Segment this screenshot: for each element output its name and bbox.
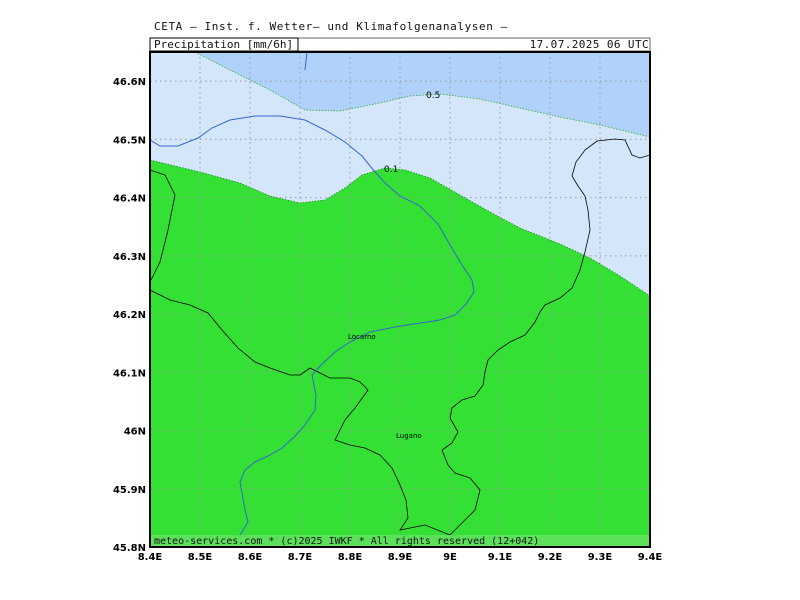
header-box — [149, 37, 651, 52]
lon-tick-label: 9.4E — [638, 552, 663, 563]
lon-tick-label: 9E — [443, 552, 457, 563]
contour-0.1 — [150, 159, 650, 297]
city-label-locarno: Locarno — [348, 333, 376, 341]
footer-band — [151, 535, 649, 546]
contour-label-0.1: 0.1 — [384, 165, 398, 175]
contour-label-0.5: 0.5 — [426, 91, 440, 101]
lat-tick-label: 45.8N — [113, 543, 146, 554]
contour-0.5 — [194, 52, 650, 138]
lon-tick-label: 8.4E — [138, 552, 163, 563]
lat-tick-label: 46.3N — [113, 252, 146, 263]
border-line-west — [150, 138, 650, 536]
lat-tick-label: 46.1N — [113, 368, 146, 379]
lat-tick-label: 46.5N — [113, 135, 146, 146]
river-north — [304, 52, 308, 71]
lat-tick-label: 45.9N — [113, 485, 146, 496]
lon-tick-label: 8.9E — [388, 552, 413, 563]
variable-label: Precipitation [mm/6h] — [154, 38, 294, 51]
lon-tick-label: 8.6E — [238, 552, 263, 563]
lon-tick-label: 9.2E — [538, 552, 563, 563]
variable-label-box — [149, 37, 299, 52]
lon-tick-label: 8.8E — [338, 552, 363, 563]
organization-title: CETA — Inst. f. Wetter— und Klimafolgena… — [154, 20, 508, 33]
copyright-footer: meteo-services.com * (c)2025 IWKF * All … — [154, 536, 539, 547]
valid-datetime: 17.07.2025 06 UTC — [529, 38, 649, 51]
latitude-tick-labels: 45.8N 45.9N 46N 46.1N 46.2N 46.3N 46.4N 46.5N 46… — [113, 77, 146, 554]
lat-tick-label: 46.2N — [113, 310, 146, 321]
river-line — [150, 115, 475, 547]
lon-tick-label: 8.5E — [188, 552, 213, 563]
lat-tick-label: 46.6N — [113, 77, 146, 88]
map-frame — [149, 51, 651, 548]
grid-lines — [150, 52, 650, 547]
lat-tick-label: 46N — [124, 427, 146, 438]
longitude-tick-labels: 8.4E 8.5E 8.6E 8.7E 8.8E 8.9E 9E 9.1E 9.2E 9.3E 9.… — [138, 552, 663, 563]
city-label-lugano: Lugano — [396, 432, 422, 440]
lon-tick-label: 8.7E — [288, 552, 313, 563]
lon-tick-label: 9.1E — [488, 552, 513, 563]
lat-tick-label: 46.4N — [113, 194, 146, 205]
lon-tick-label: 9.3E — [588, 552, 613, 563]
